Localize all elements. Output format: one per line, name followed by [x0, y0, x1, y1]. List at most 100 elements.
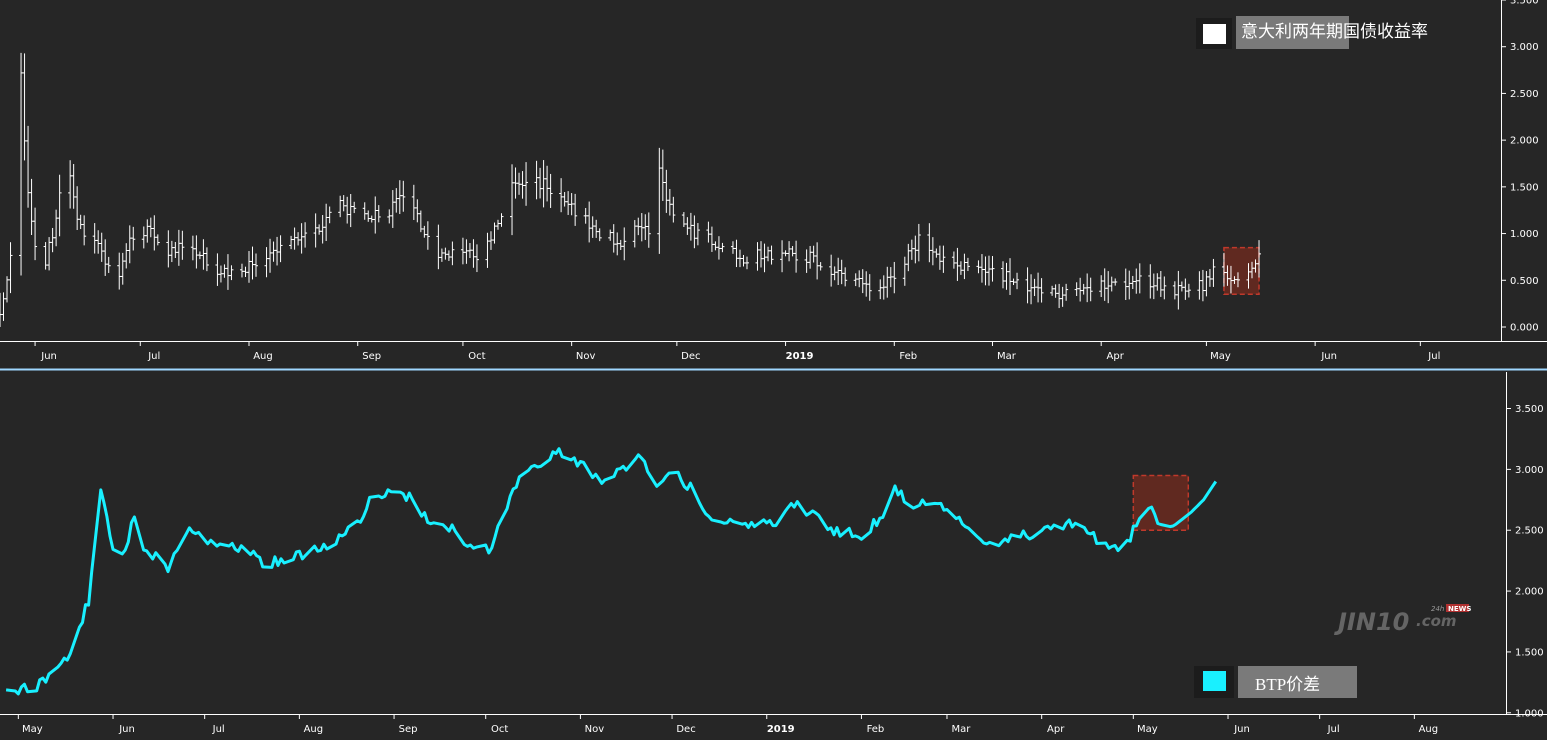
spread-x-tick-label: Mar	[952, 724, 972, 735]
yield-x-tick-label: Jun	[1320, 351, 1337, 362]
spread-y-tick-label: 1.000	[1515, 708, 1544, 719]
spread-x-tick-label: May	[22, 724, 43, 735]
yield-bar	[1064, 283, 1069, 301]
spread-legend-label: BTP价差	[1255, 675, 1320, 694]
yield-bar	[794, 240, 799, 273]
watermark-suffix: .com	[1416, 612, 1457, 630]
yield-x-tick-label: Jul	[147, 351, 160, 362]
yield-panel: 0.000 0.500 1.000 1.500 2.000 2.500 3.000 3.500…	[0, 0, 1547, 362]
yield-bar	[1162, 276, 1167, 300]
spread-legend-label-bg	[1238, 666, 1357, 698]
yield-bar	[1137, 263, 1142, 294]
yield-x-tick-label: Nov	[576, 351, 596, 362]
spread-legend-swatch	[1203, 671, 1226, 691]
yield-bar	[254, 253, 259, 277]
watermark-tag: 24h	[1431, 605, 1444, 613]
yield-bar	[303, 222, 308, 248]
spread-y-tick-label: 1.500	[1515, 647, 1544, 658]
yield-bar	[33, 207, 38, 261]
yield-legend-swatch	[1203, 24, 1226, 44]
yield-bar	[524, 162, 529, 206]
jin10-watermark: JIN10 .com 24h NEWS	[1334, 604, 1471, 636]
yield-highlight-box	[1223, 246, 1260, 296]
yield-legend-label: 意大利两年期国债收益率	[1241, 22, 1428, 42]
yield-bar	[744, 256, 749, 270]
spread-x-tick-label: Jul	[1327, 724, 1340, 735]
spread-y-tick-label: 2.000	[1515, 587, 1544, 598]
yield-x-axis: Jun Jul Aug Sep Oct Nov Dec 2019 Feb Mar Apr May Jun…	[34, 341, 1440, 362]
spread-panel: 1.000 1.500 2.000 2.500 3.000 3.500 May Jun Jul…	[0, 372, 1547, 735]
yield-x-tick-label: Apr	[1107, 351, 1125, 362]
yield-bar	[82, 215, 87, 246]
yield-bar	[573, 193, 578, 226]
yield-legend[interactable]: 意大利两年期国债收益率	[1196, 16, 1428, 49]
spread-x-axis: May Jun Jul Aug Sep Oct Nov Dec 2019 Feb Mar Apr May…	[17, 714, 1439, 735]
yield-y-tick-label: 0.000	[1510, 322, 1539, 333]
yield-bar	[1015, 272, 1020, 290]
yield-bar	[941, 245, 946, 273]
yield-bar	[204, 247, 209, 272]
yield-bar	[401, 180, 406, 212]
yield-bar	[1088, 277, 1093, 302]
yield-y-axis: 0.000 0.500 1.000 1.500 2.000 2.500 3.000 3.500	[1501, 0, 1539, 333]
yield-bar	[180, 230, 185, 260]
yield-bar	[818, 262, 823, 271]
yield-bar	[1039, 278, 1044, 303]
spread-x-tick-label: Oct	[491, 724, 508, 735]
watermark-news: NEWS	[1448, 605, 1471, 613]
yield-y-tick-label: 3.500	[1510, 0, 1539, 7]
yield-bar	[990, 256, 995, 282]
spread-series-line	[5, 447, 1218, 696]
spread-x-tick-label: Dec	[676, 724, 695, 735]
yield-bar	[1235, 272, 1240, 288]
yield-x-tick-label: 2019	[786, 351, 814, 362]
spread-x-tick-label: Aug	[304, 724, 324, 735]
yield-x-tick-label: Dec	[681, 351, 700, 362]
spread-y-tick-label: 3.500	[1515, 404, 1544, 415]
yield-legend-label-bg	[1236, 16, 1349, 49]
yield-bar	[622, 227, 627, 261]
yield-bar	[548, 173, 553, 208]
yield-bar	[1257, 240, 1262, 278]
yield-bars	[0, 52, 1262, 327]
spread-legend[interactable]: BTP价差	[1194, 666, 1357, 698]
yield-bar	[769, 245, 774, 265]
spread-x-tick-label: Aug	[1419, 724, 1439, 735]
spread-x-tick-label: Sep	[399, 724, 418, 735]
watermark-news-badge	[1446, 604, 1469, 612]
yield-x-tick-label: Jun	[40, 351, 57, 362]
yield-bar	[720, 242, 725, 253]
yield-y-tick-label: 3.000	[1510, 42, 1539, 53]
yield-bar	[646, 212, 651, 248]
yield-x-tick-label: Mar	[997, 351, 1017, 362]
spread-x-tick-label: Jul	[212, 724, 225, 735]
spread-x-tick-label: Nov	[585, 724, 605, 735]
yield-bar	[327, 206, 332, 224]
watermark-brand: JIN10	[1334, 608, 1409, 636]
yield-bar	[965, 257, 970, 272]
yield-bar	[695, 223, 700, 246]
spread-x-tick-label: Jun	[1233, 724, 1250, 735]
yield-bar	[425, 221, 430, 250]
yield-bar	[499, 213, 504, 227]
yield-bar	[155, 234, 160, 246]
yield-bar	[8, 242, 13, 294]
spread-x-tick-label: May	[1137, 724, 1158, 735]
yield-x-tick-label: Feb	[899, 351, 917, 362]
yield-bar	[131, 226, 136, 251]
yield-bar	[229, 265, 234, 281]
yield-bar	[57, 174, 62, 237]
spread-x-tick-label: Feb	[867, 724, 885, 735]
yield-highlight	[1223, 246, 1260, 296]
yield-bar	[1113, 278, 1118, 286]
yield-bar	[671, 196, 676, 223]
yield-bar	[843, 267, 848, 287]
spread-x-tick-label: 2019	[767, 724, 795, 735]
yield-x-tick-label: Sep	[362, 351, 381, 362]
yield-y-tick-label: 2.000	[1510, 136, 1539, 147]
spread-y-axis: 1.000 1.500 2.000 2.500 3.000 3.500	[1506, 404, 1544, 719]
yield-bar	[474, 244, 479, 273]
